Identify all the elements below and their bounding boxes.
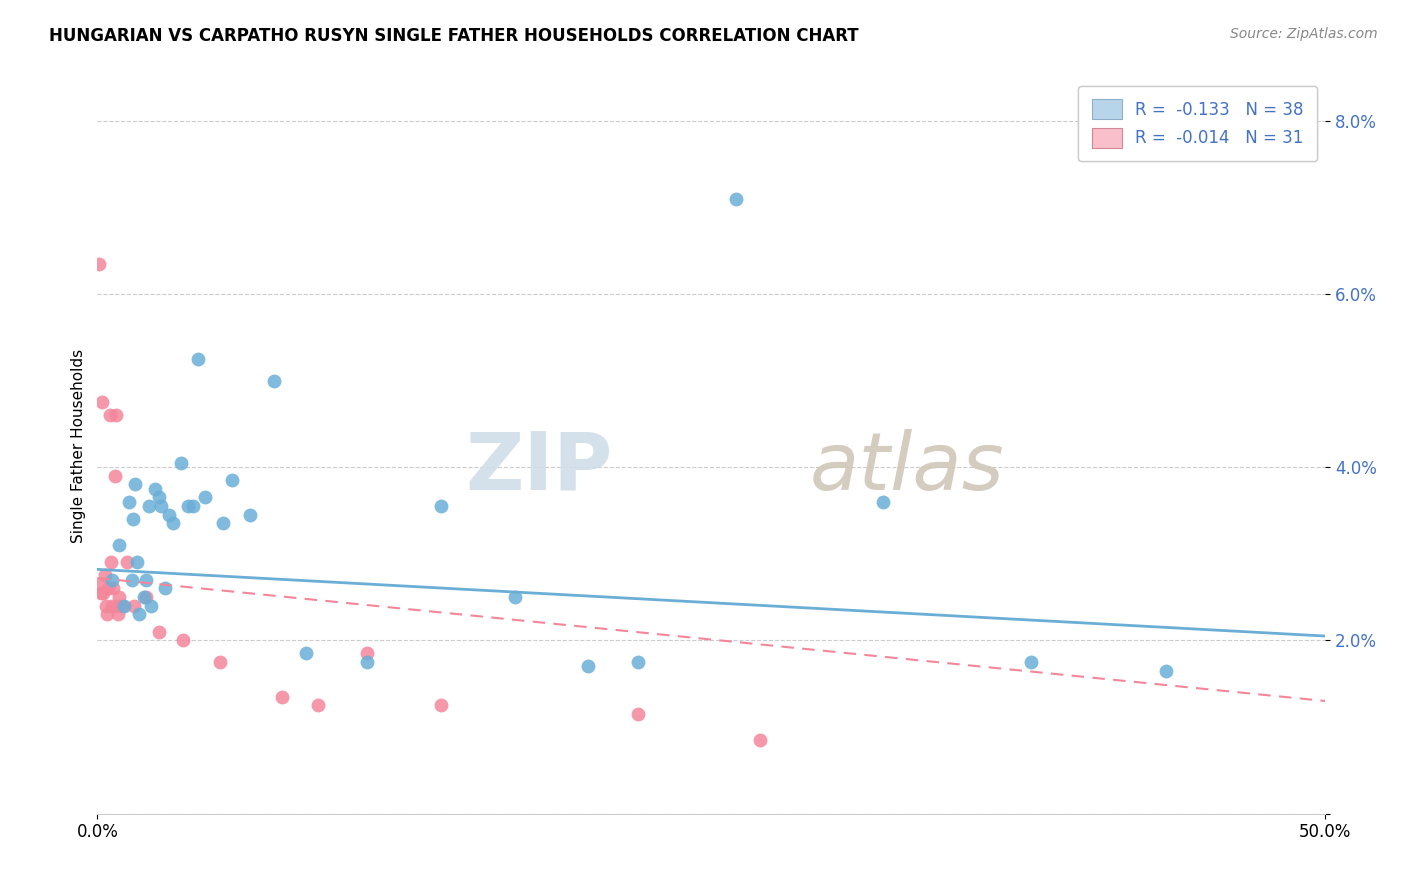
Point <box>125 556 148 570</box>
Point <box>172 633 194 648</box>
Point <box>430 698 453 713</box>
Point <box>100 556 122 570</box>
Point <box>108 590 131 604</box>
Point <box>90 586 112 600</box>
Point <box>177 499 200 513</box>
Point <box>239 508 262 522</box>
Point <box>1154 664 1177 678</box>
Point <box>430 499 453 513</box>
Point <box>118 495 141 509</box>
Point <box>97 582 120 596</box>
Point <box>94 599 117 613</box>
Point <box>104 408 127 422</box>
Point <box>91 395 114 409</box>
Point <box>138 499 160 513</box>
Point <box>194 491 217 505</box>
Point <box>89 577 111 591</box>
Point <box>105 599 128 613</box>
Point <box>122 512 145 526</box>
Point <box>170 456 193 470</box>
Point <box>626 706 648 721</box>
Point <box>162 516 184 531</box>
Point <box>148 624 170 639</box>
Point <box>122 599 145 613</box>
Point <box>1019 655 1042 669</box>
Point <box>153 582 176 596</box>
Point <box>132 590 155 604</box>
Point <box>157 508 180 522</box>
Point <box>121 573 143 587</box>
Point <box>209 655 232 669</box>
Point <box>626 655 648 669</box>
Legend: R =  -0.133   N = 38, R =  -0.014   N = 31: R = -0.133 N = 38, R = -0.014 N = 31 <box>1078 86 1317 161</box>
Point <box>135 573 157 587</box>
Point <box>111 599 134 613</box>
Point <box>872 495 894 509</box>
Point <box>124 477 146 491</box>
Point <box>101 573 124 587</box>
Point <box>98 408 121 422</box>
Point <box>107 607 129 622</box>
Point <box>108 538 131 552</box>
Point <box>211 516 233 531</box>
Point <box>221 473 243 487</box>
Point <box>724 192 747 206</box>
Point <box>749 733 772 747</box>
Point <box>356 646 378 660</box>
Point <box>141 599 163 613</box>
Point <box>101 599 124 613</box>
Point <box>578 659 600 673</box>
Point <box>356 655 378 669</box>
Text: Source: ZipAtlas.com: Source: ZipAtlas.com <box>1230 27 1378 41</box>
Y-axis label: Single Father Households: Single Father Households <box>72 349 86 542</box>
Point <box>295 646 318 660</box>
Point <box>150 499 173 513</box>
Point <box>96 607 118 622</box>
Point <box>143 482 166 496</box>
Point <box>503 590 526 604</box>
Point <box>93 568 115 582</box>
Point <box>103 468 125 483</box>
Point <box>181 499 204 513</box>
Point <box>115 556 138 570</box>
Point <box>270 690 292 704</box>
Point <box>103 582 125 596</box>
Point <box>307 698 329 713</box>
Point <box>112 599 135 613</box>
Point <box>93 586 115 600</box>
Point <box>135 590 157 604</box>
Text: ZIP: ZIP <box>465 428 613 507</box>
Point <box>87 257 110 271</box>
Point <box>148 491 170 505</box>
Point <box>128 607 150 622</box>
Text: atlas: atlas <box>810 428 1004 507</box>
Text: HUNGARIAN VS CARPATHO RUSYN SINGLE FATHER HOUSEHOLDS CORRELATION CHART: HUNGARIAN VS CARPATHO RUSYN SINGLE FATHE… <box>49 27 859 45</box>
Point <box>187 351 209 366</box>
Point <box>263 374 285 388</box>
